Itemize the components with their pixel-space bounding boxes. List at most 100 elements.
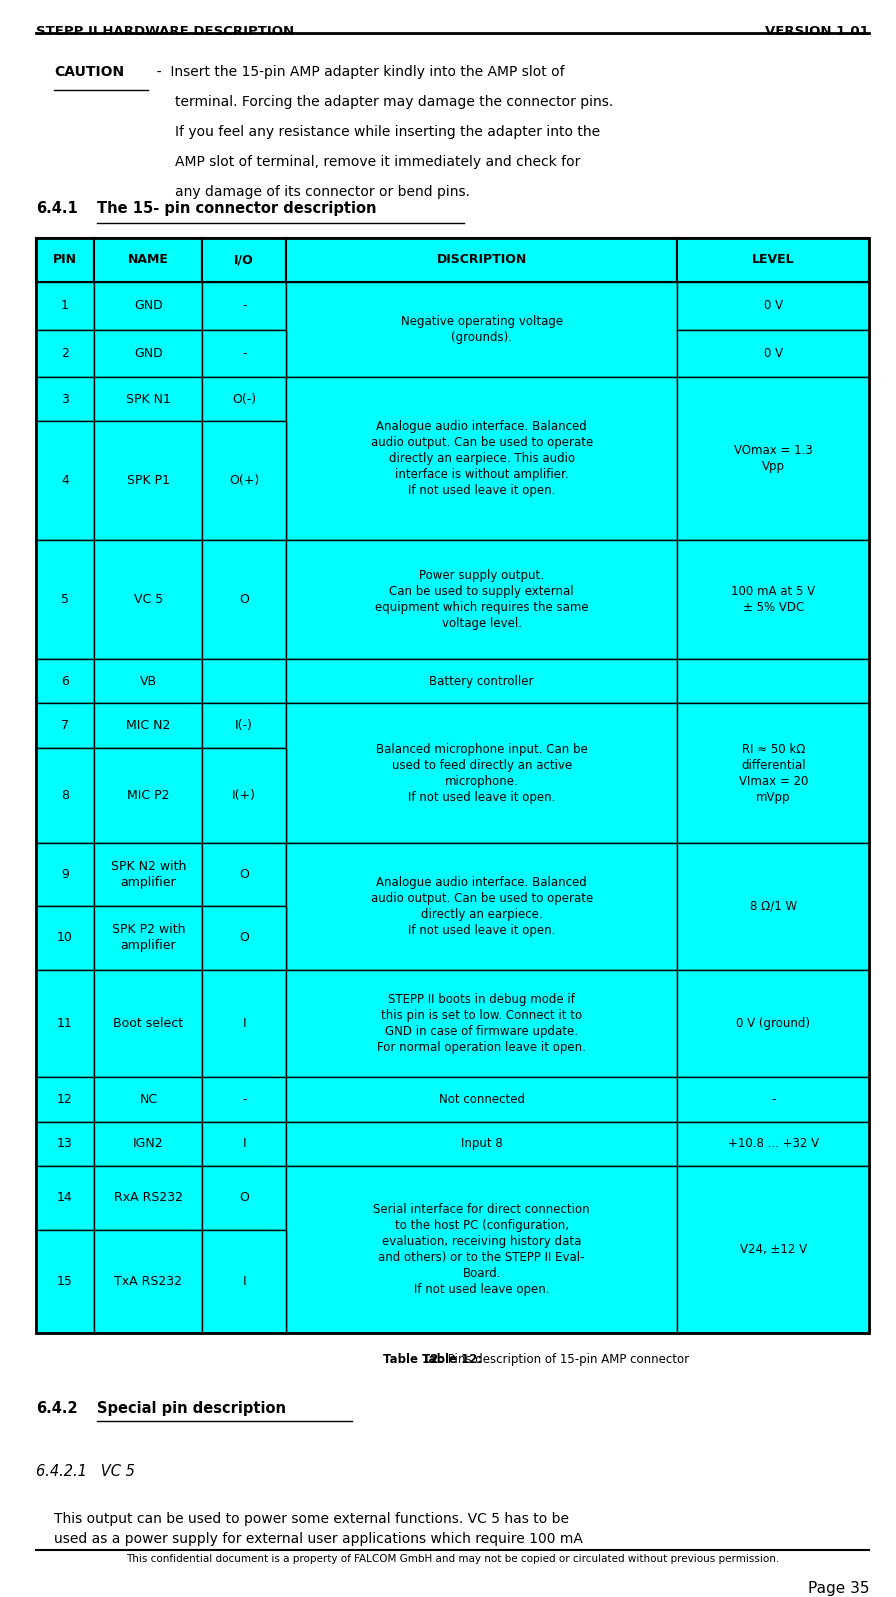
Text: O(+): O(+) — [229, 474, 259, 487]
Text: 6.4.2: 6.4.2 — [36, 1401, 77, 1415]
Text: SPK N1: SPK N1 — [126, 393, 171, 406]
Bar — [94, 843, 202, 907]
Bar — [202, 660, 286, 704]
Bar — [286, 540, 677, 660]
Text: 11: 11 — [57, 1017, 73, 1030]
Text: VC 5: VC 5 — [134, 592, 163, 607]
Text: 12: 12 — [57, 1092, 73, 1107]
Text: Special pin description: Special pin description — [97, 1401, 286, 1415]
Bar — [286, 238, 677, 283]
Text: If you feel any resistance while inserting the adapter into the: If you feel any resistance while inserti… — [175, 125, 599, 139]
Bar — [286, 1078, 677, 1121]
Text: AMP slot of terminal, remove it immediately and check for: AMP slot of terminal, remove it immediat… — [175, 155, 580, 169]
Bar — [36, 969, 94, 1078]
Bar — [286, 704, 677, 843]
Bar — [286, 969, 677, 1078]
Bar — [36, 1121, 94, 1166]
Bar — [36, 907, 94, 969]
Text: DISCRIPTION: DISCRIPTION — [436, 254, 527, 267]
Bar — [94, 1166, 202, 1230]
Text: -: - — [242, 1092, 246, 1107]
Text: SPK P2 with
amplifier: SPK P2 with amplifier — [112, 923, 185, 952]
Text: GND: GND — [134, 347, 163, 359]
Text: 7: 7 — [61, 719, 69, 731]
Text: 8 Ω/1 W: 8 Ω/1 W — [750, 899, 797, 913]
Bar — [94, 660, 202, 704]
Text: I: I — [242, 1274, 246, 1287]
Bar — [677, 660, 869, 704]
Bar — [36, 843, 94, 907]
Bar — [36, 1078, 94, 1121]
Bar — [36, 660, 94, 704]
Text: Analogue audio interface. Balanced
audio output. Can be used to operate
directly: Analogue audio interface. Balanced audio… — [371, 875, 593, 937]
Text: CAUTION: CAUTION — [54, 65, 124, 78]
Text: -  Insert the 15-pin AMP adapter kindly into the AMP slot of: - Insert the 15-pin AMP adapter kindly i… — [148, 65, 564, 78]
Text: IGN2: IGN2 — [133, 1137, 164, 1150]
Bar — [202, 843, 286, 907]
Text: Page 35: Page 35 — [807, 1581, 869, 1597]
Text: -: - — [242, 347, 246, 359]
Bar — [202, 704, 286, 747]
Text: PIN: PIN — [53, 254, 77, 267]
Bar — [202, 747, 286, 843]
Text: GND: GND — [134, 299, 163, 313]
Text: 1: 1 — [61, 299, 69, 313]
Text: Boot select: Boot select — [113, 1017, 184, 1030]
Bar — [94, 283, 202, 329]
Text: This output can be used to power some external functions. VC 5 has to be
used as: This output can be used to power some ex… — [54, 1512, 582, 1546]
Text: 6: 6 — [61, 676, 69, 688]
Bar — [94, 422, 202, 540]
Bar — [36, 377, 94, 422]
Bar — [94, 747, 202, 843]
Text: This confidential document is a property of FALCOM GmbH and may not be copied or: This confidential document is a property… — [125, 1554, 780, 1565]
Text: I: I — [242, 1017, 246, 1030]
Text: RI ≈ 50 kΩ
differential
VImax = 20
mVpp: RI ≈ 50 kΩ differential VImax = 20 mVpp — [738, 743, 808, 803]
Text: any damage of its connector or bend pins.: any damage of its connector or bend pins… — [175, 185, 470, 200]
Text: VOmax = 1.3
Vpp: VOmax = 1.3 Vpp — [734, 444, 813, 473]
Bar — [677, 377, 869, 540]
Text: TxA RS232: TxA RS232 — [115, 1274, 182, 1287]
Bar — [36, 238, 869, 1332]
Bar — [36, 540, 94, 660]
Bar — [94, 1121, 202, 1166]
Bar — [677, 540, 869, 660]
Bar — [36, 1166, 94, 1230]
Text: I(-): I(-) — [236, 719, 253, 731]
Text: STEPP II HARDWARE DESCRIPTION: STEPP II HARDWARE DESCRIPTION — [36, 26, 294, 38]
Bar — [202, 540, 286, 660]
Bar — [286, 843, 677, 969]
Bar — [202, 1230, 286, 1332]
Text: 8: 8 — [61, 789, 69, 802]
Bar — [677, 1078, 869, 1121]
Bar — [94, 540, 202, 660]
Text: Balanced microphone input. Can be
used to feed directly an active
microphone.
If: Balanced microphone input. Can be used t… — [375, 743, 588, 803]
Text: VERSION 1.01: VERSION 1.01 — [765, 26, 869, 38]
Text: 6.4.2.1   VC 5: 6.4.2.1 VC 5 — [36, 1464, 134, 1479]
Text: +10.8 ... +32 V: +10.8 ... +32 V — [728, 1137, 819, 1150]
Bar — [202, 283, 286, 329]
Bar — [94, 969, 202, 1078]
Bar — [36, 422, 94, 540]
Text: 2: 2 — [61, 347, 69, 359]
Text: 13: 13 — [57, 1137, 73, 1150]
Bar — [36, 329, 94, 377]
Text: V24, ±12 V: V24, ±12 V — [740, 1242, 807, 1255]
Text: SPK P1: SPK P1 — [127, 474, 170, 487]
Text: Power supply output.
Can be used to supply external
equipment which requires the: Power supply output. Can be used to supp… — [375, 569, 589, 631]
Text: Table 12:: Table 12: — [383, 1353, 444, 1365]
Text: O: O — [239, 592, 249, 607]
Text: I: I — [242, 1137, 246, 1150]
Bar — [677, 238, 869, 283]
Text: Not connected: Not connected — [439, 1092, 525, 1107]
Text: I/O: I/O — [234, 254, 254, 267]
Bar — [94, 377, 202, 422]
Text: 5: 5 — [61, 592, 69, 607]
Bar — [36, 283, 94, 329]
Text: MIC P2: MIC P2 — [127, 789, 169, 802]
Text: 0 V: 0 V — [763, 347, 783, 359]
Bar — [94, 1078, 202, 1121]
Bar — [202, 238, 286, 283]
Bar — [286, 377, 677, 540]
Bar — [94, 907, 202, 969]
Text: 3: 3 — [61, 393, 69, 406]
